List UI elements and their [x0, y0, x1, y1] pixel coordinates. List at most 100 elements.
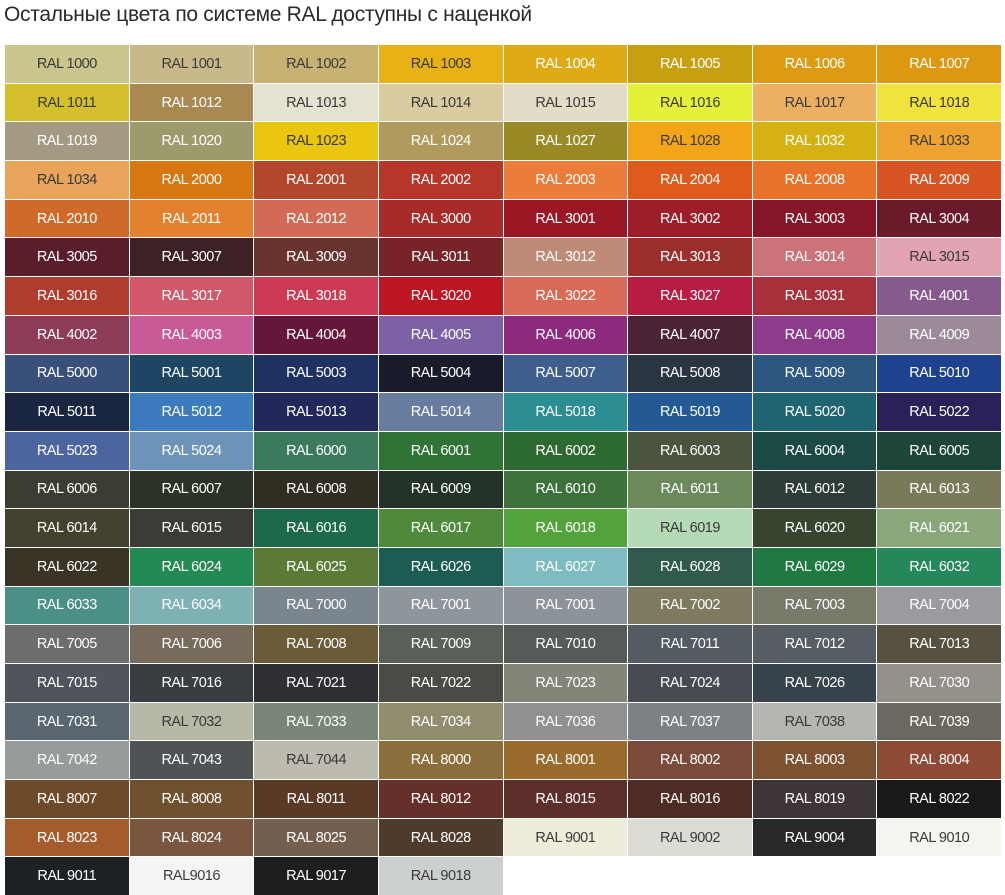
color-swatch-ral2004[interactable]: RAL 2004: [628, 161, 752, 199]
color-swatch-ral5000[interactable]: RAL 5000: [5, 354, 129, 393]
color-swatch-ral5010[interactable]: RAL 5010: [877, 354, 1001, 393]
color-swatch-ral2003[interactable]: RAL 2003: [503, 161, 628, 199]
color-swatch-ral1015[interactable]: RAL 1015: [503, 83, 628, 122]
color-swatch-ral7034[interactable]: RAL 7034: [378, 702, 503, 741]
color-swatch-ral6005[interactable]: RAL 6005: [877, 431, 1001, 470]
color-swatch-ral8025[interactable]: RAL 8025: [254, 818, 378, 857]
color-swatch-ral7022[interactable]: RAL 7022: [378, 664, 503, 702]
color-swatch-ral1032[interactable]: RAL 1032: [752, 122, 877, 161]
color-swatch-ral1000[interactable]: RAL 1000: [5, 45, 129, 83]
color-swatch-ral1002[interactable]: RAL 1002: [254, 45, 378, 83]
color-swatch-ral6009[interactable]: RAL 6009: [378, 470, 503, 509]
color-swatch-ral6017[interactable]: RAL 6017: [378, 509, 503, 547]
color-swatch-ral7021[interactable]: RAL 7021: [254, 664, 378, 702]
color-swatch-ral8011[interactable]: RAL 8011: [254, 780, 378, 818]
color-swatch-ral6018[interactable]: RAL 6018: [503, 509, 628, 547]
color-swatch-ral6006[interactable]: RAL 6006: [5, 470, 129, 509]
color-swatch-ral6008[interactable]: RAL 6008: [254, 470, 378, 509]
color-swatch-ral3005[interactable]: RAL 3005: [5, 238, 129, 277]
color-swatch-ral5003[interactable]: RAL 5003: [254, 354, 378, 393]
color-swatch-ral4006[interactable]: RAL 4006: [503, 315, 628, 354]
color-swatch-ral5019[interactable]: RAL 5019: [628, 393, 752, 431]
color-swatch-ral7013[interactable]: RAL 7013: [877, 625, 1001, 663]
color-swatch-ral7023[interactable]: RAL 7023: [503, 664, 628, 702]
color-swatch-ral5022[interactable]: RAL 5022: [877, 393, 1001, 431]
color-swatch-ral9016[interactable]: RAL9016: [129, 857, 254, 895]
color-swatch-ral6004[interactable]: RAL 6004: [752, 431, 877, 470]
color-swatch-ral1014[interactable]: RAL 1014: [378, 83, 503, 122]
color-swatch-ral8012[interactable]: RAL 8012: [378, 780, 503, 818]
color-swatch-ral3009[interactable]: RAL 3009: [254, 238, 378, 277]
color-swatch-ral7030[interactable]: RAL 7030: [877, 664, 1001, 702]
color-swatch-ral5009[interactable]: RAL 5009: [752, 354, 877, 393]
color-swatch-ral3003[interactable]: RAL 3003: [752, 199, 877, 238]
color-swatch-ral7009[interactable]: RAL 7009: [378, 625, 503, 663]
color-swatch-ral6012[interactable]: RAL 6012: [752, 470, 877, 509]
color-swatch-ral6010[interactable]: RAL 6010: [503, 470, 628, 509]
color-swatch-ral4008[interactable]: RAL 4008: [752, 315, 877, 354]
color-swatch-ral3027[interactable]: RAL 3027: [628, 277, 752, 315]
color-swatch-ral2009[interactable]: RAL 2009: [877, 161, 1001, 199]
color-swatch-ral6022[interactable]: RAL 6022: [5, 547, 129, 586]
color-swatch-ral5020[interactable]: RAL 5020: [752, 393, 877, 431]
color-swatch-ral7044[interactable]: RAL 7044: [254, 741, 378, 780]
color-swatch-ral7006[interactable]: RAL 7006: [129, 625, 254, 663]
color-swatch-ral7005[interactable]: RAL 7005: [5, 625, 129, 663]
color-swatch-ral6002[interactable]: RAL 6002: [503, 431, 628, 470]
color-swatch-ral2010[interactable]: RAL 2010: [5, 199, 129, 238]
color-swatch-ral8015[interactable]: RAL 8015: [503, 780, 628, 818]
color-swatch-ral8024[interactable]: RAL 8024: [129, 818, 254, 857]
color-swatch-ral7008[interactable]: RAL 7008: [254, 625, 378, 663]
color-swatch-ral8008[interactable]: RAL 8008: [129, 780, 254, 818]
color-swatch-ral3020[interactable]: RAL 3020: [378, 277, 503, 315]
color-swatch-ral9017[interactable]: RAL 9017: [254, 857, 378, 895]
color-swatch-ral7011[interactable]: RAL 7011: [628, 625, 752, 663]
color-swatch-ral5001[interactable]: RAL 5001: [129, 354, 254, 393]
color-swatch-ral8019[interactable]: RAL 8019: [752, 780, 877, 818]
color-swatch-ral1007[interactable]: RAL 1007: [877, 45, 1001, 83]
color-swatch-ral9001[interactable]: RAL 9001: [503, 818, 628, 857]
color-swatch-ral3017[interactable]: RAL 3017: [129, 277, 254, 315]
color-swatch-ral3014[interactable]: RAL 3014: [752, 238, 877, 277]
color-swatch-ral8001[interactable]: RAL 8001: [503, 741, 628, 780]
color-swatch-ral1028[interactable]: RAL 1028: [628, 122, 752, 161]
color-swatch-ral6033[interactable]: RAL 6033: [5, 586, 129, 625]
color-swatch-ral8000[interactable]: RAL 8000: [378, 741, 503, 780]
color-swatch-ral6011[interactable]: RAL 6011: [628, 470, 752, 509]
color-swatch-ral5007[interactable]: RAL 5007: [503, 354, 628, 393]
color-swatch-ral7000[interactable]: RAL 7000: [254, 586, 378, 625]
color-swatch-ral6021[interactable]: RAL 6021: [877, 509, 1001, 547]
color-swatch-ral6019[interactable]: RAL 6019: [628, 509, 752, 547]
color-swatch-ral7032[interactable]: RAL 7032: [129, 702, 254, 741]
color-swatch-ral9011[interactable]: RAL 9011: [5, 857, 129, 895]
color-swatch-ral5014[interactable]: RAL 5014: [378, 393, 503, 431]
color-swatch-ral7043[interactable]: RAL 7043: [129, 741, 254, 780]
color-swatch-ral1023[interactable]: RAL 1023: [254, 122, 378, 161]
color-swatch-ral2002[interactable]: RAL 2002: [378, 161, 503, 199]
color-swatch-ral7002[interactable]: RAL 7002: [628, 586, 752, 625]
color-swatch-ral8003[interactable]: RAL 8003: [752, 741, 877, 780]
color-swatch-ral7036[interactable]: RAL 7036: [503, 702, 628, 741]
color-swatch-ral1004[interactable]: RAL 1004: [503, 45, 628, 83]
color-swatch-ral3031[interactable]: RAL 3031: [752, 277, 877, 315]
color-swatch-ral1018[interactable]: RAL 1018: [877, 83, 1001, 122]
color-swatch-ral6014[interactable]: RAL 6014: [5, 509, 129, 547]
color-swatch-ral5024[interactable]: RAL 5024: [129, 431, 254, 470]
color-swatch-ral4005[interactable]: RAL 4005: [378, 315, 503, 354]
color-swatch-ral7042[interactable]: RAL 7042: [5, 741, 129, 780]
color-swatch-ral2008[interactable]: RAL 2008: [752, 161, 877, 199]
color-swatch-ral6003[interactable]: RAL 6003: [628, 431, 752, 470]
color-swatch-ral1011[interactable]: RAL 1011: [5, 83, 129, 122]
color-swatch-ral1017[interactable]: RAL 1017: [752, 83, 877, 122]
color-swatch-ral7039[interactable]: RAL 7039: [877, 702, 1001, 741]
color-swatch-ral4002[interactable]: RAL 4002: [5, 315, 129, 354]
color-swatch-ral2011[interactable]: RAL 2011: [129, 199, 254, 238]
color-swatch-ral3018[interactable]: RAL 3018: [254, 277, 378, 315]
color-swatch-ral1027[interactable]: RAL 1027: [503, 122, 628, 161]
color-swatch-ral6028[interactable]: RAL 6028: [628, 547, 752, 586]
color-swatch-ral1003[interactable]: RAL 1003: [378, 45, 503, 83]
color-swatch-ral6027[interactable]: RAL 6027: [503, 547, 628, 586]
color-swatch-ral2012[interactable]: RAL 2012: [254, 199, 378, 238]
color-swatch-ral5004[interactable]: RAL 5004: [378, 354, 503, 393]
color-swatch-ral6000[interactable]: RAL 6000: [254, 431, 378, 470]
